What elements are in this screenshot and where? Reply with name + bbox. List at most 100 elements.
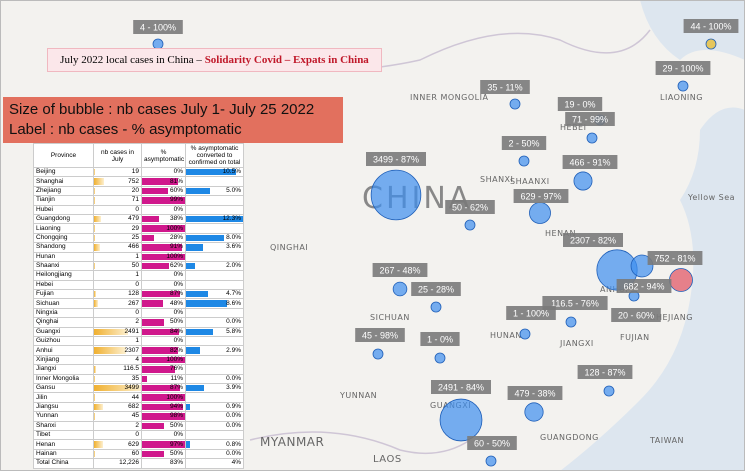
cell-text: 0 [135,431,139,439]
cell-text: 2307 [124,346,139,354]
banner: July 2022 local cases in China – Solidar… [47,48,382,72]
data-bar [94,215,101,223]
cell-text: 1 [135,337,139,345]
data-bar [186,291,209,298]
cell-text: Anhui [36,346,53,354]
table-cell [185,429,244,441]
bubble [485,455,497,467]
cell-text: Shaanxi [36,262,60,270]
table-row: Guangxi 2491 84% 5.8% [33,326,244,338]
table-cell: Shanghai [33,176,94,187]
table-row: Shaanxi 50 62% 2.0% [33,260,244,272]
cell-text: Hunan [36,252,56,260]
table-cell: 100% [141,251,186,262]
table-row: Qinghai 2 50% 0.0% [33,317,244,328]
cell-text: Shandong [36,243,66,251]
cell-text: Inner Mongolia [36,374,79,382]
table-row: Shanghai 752 81% [33,176,244,187]
data-bar [142,225,185,232]
bubble-label: 1 - 0% [427,335,453,345]
cell-text: 99% [169,196,183,204]
table-row: Yunnan 45 98% 0.0% [33,411,244,422]
table-cell: 3.6% [185,242,244,253]
table-cell: Hunan [33,251,94,262]
cell-text: 128 [128,290,139,298]
bubble-label-bg [577,365,633,379]
table-cell: 62% [141,260,186,272]
place-label: HEBEI [560,123,586,132]
cell-text: 94% [169,402,183,410]
table-cell: 0 [93,307,142,319]
table-cell: 0 [93,279,142,291]
table-cell: 0.0% [185,317,244,328]
data-bar [186,300,227,307]
table-cell: Ningxia [33,307,94,319]
place-label: INNER MONGOLIA [410,93,488,102]
place-label: SICHUAN [370,313,410,322]
table-cell: 0% [141,279,186,291]
place-label: QINGHAI [270,243,308,252]
table-cell: 19 [93,166,142,178]
bubble-label-bg [480,80,530,94]
table-row: Tibet 0 0% [33,429,244,441]
bubble [518,155,530,167]
table-cell: 97% [141,439,186,450]
bubble-label-bg [372,263,428,277]
bubble [573,171,593,191]
bubble-label-bg [565,112,615,126]
cell-text: 81% [169,177,183,185]
table-row: Beijing 19 0% 10.5% [33,166,244,178]
table-cell: 28% [141,232,186,244]
cell-text: Zhejiang [36,186,61,194]
table-row: Jilin 44 100% [33,392,244,403]
data-bar [94,328,129,336]
cell-text: Beijing [36,168,56,176]
cell-text: 0.9% [226,402,241,410]
table-cell: 4.7% [185,289,244,300]
cell-text: 0% [173,168,183,176]
table-cell: 100% [141,392,186,403]
table-cell: 2 [93,317,142,328]
bubble-label: 25 - 28% [418,285,454,295]
table-cell: 10.5% [185,166,244,178]
table-row: Jiangxi 116.5 76% [33,364,244,375]
cell-text: 60 [131,449,139,457]
bubble [439,398,483,442]
bubble-label: 629 - 97% [520,192,561,202]
data-bar [94,300,98,307]
cell-text: Gansu [36,384,56,392]
table-row: Fujian 128 87% 4.7% [33,289,244,300]
table-cell: 82% [141,345,186,356]
place-label: JIANGXI [559,339,594,348]
table-cell [185,392,244,403]
total-row: Total China 12,226 83% 4% [33,458,244,469]
cell-text: Tianjin [36,196,55,204]
cell-text: 0% [173,337,183,345]
table-cell: 479 [93,213,142,225]
cell-text: Tibet [36,431,51,439]
table-cell: 0% [141,270,186,281]
data-bar [142,197,185,204]
bubble-label: 116.5 - 76% [551,299,599,309]
bubble-label: 267 - 48% [379,266,420,276]
table-cell: Gansu [33,382,94,394]
table-row: Shanxi 2 50% 0.0% [33,420,244,431]
table-cell: 29 [93,223,142,234]
table-cell: 682 [93,401,142,413]
cell-text: 62% [169,262,183,270]
bubble-label: 20 - 60% [618,311,654,321]
data-bar [142,450,164,458]
table-cell: 0.9% [185,401,244,413]
table-row: Ningxia 0 0% [33,307,244,319]
table-cell: Guizhou [33,336,94,347]
cell-text: 0% [173,280,183,288]
cell-text: 100% [166,356,183,363]
cell-text: 5.8% [226,327,241,335]
cell-text: 100% [166,252,183,260]
cell-text: 0.8% [226,440,241,448]
cell-text: 82% [169,346,183,354]
table-cell: 98% [141,411,186,422]
bubble [630,254,654,278]
bubble [464,219,476,231]
